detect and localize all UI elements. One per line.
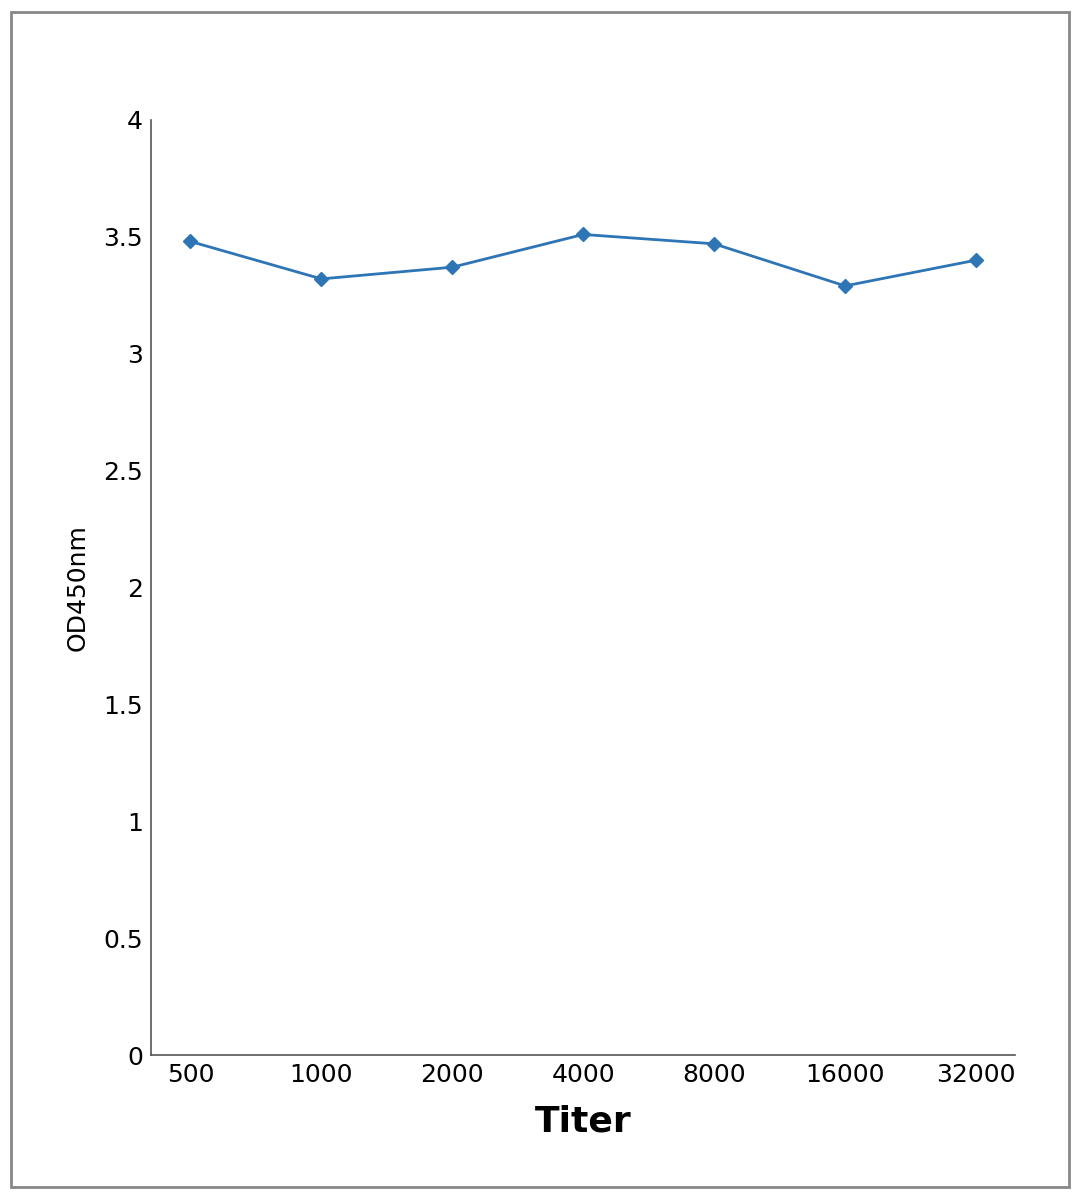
Y-axis label: OD450nm: OD450nm	[65, 524, 90, 651]
X-axis label: Titer: Titer	[535, 1104, 632, 1138]
